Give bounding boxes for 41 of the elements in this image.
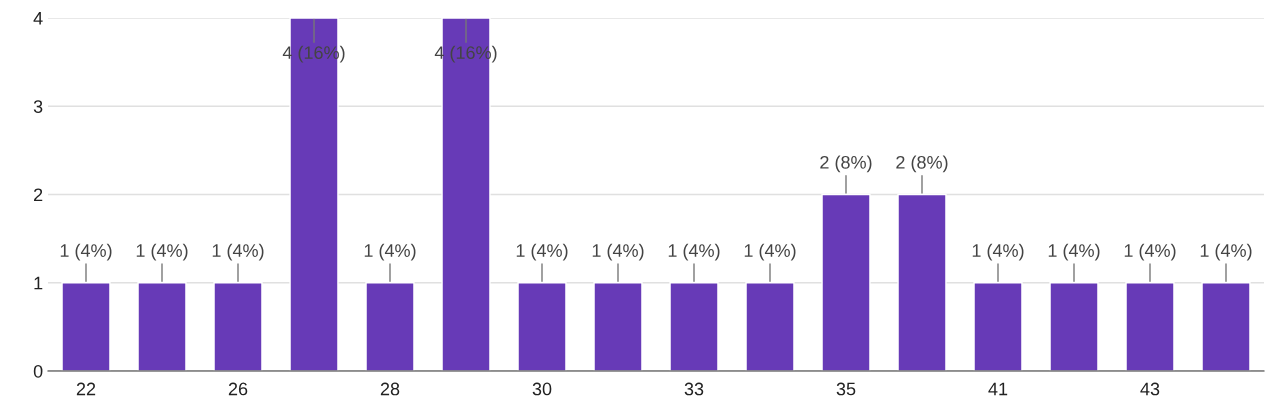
bar <box>137 282 187 371</box>
data-label: 1 (4%) <box>212 243 264 261</box>
data-label: 1 (4%) <box>516 243 568 261</box>
y-tick-label: 4 <box>33 12 43 25</box>
y-tick-label: 1 <box>34 276 43 290</box>
x-tick-label: 35 <box>836 382 856 396</box>
x-tick-label: 26 <box>228 382 248 396</box>
bar <box>61 282 111 371</box>
y-tick-label: 0 <box>33 364 43 378</box>
y-tick-label: 2 <box>34 188 43 202</box>
bar <box>821 193 871 371</box>
bar <box>1201 282 1251 371</box>
data-label: 1 (4%) <box>1200 243 1252 261</box>
bar <box>1125 282 1175 371</box>
x-tick-label: 33 <box>684 382 704 396</box>
bar <box>213 282 263 371</box>
bar <box>1049 282 1099 371</box>
data-label: 1 (4%) <box>668 243 720 261</box>
data-label: 2 (8%) <box>820 155 872 173</box>
x-tick-label: 30 <box>532 382 552 396</box>
x-tick-label: 43 <box>1140 382 1160 396</box>
data-label: 1 (4%) <box>136 243 188 261</box>
bar <box>745 282 795 371</box>
x-tick-label: 28 <box>380 382 400 396</box>
data-label: 2 (8%) <box>896 155 948 173</box>
data-label: 1 (4%) <box>972 243 1024 261</box>
bar <box>365 282 415 371</box>
bar <box>669 282 719 371</box>
data-label: 1 (4%) <box>744 243 796 261</box>
bar <box>593 282 643 371</box>
data-label: 1 (4%) <box>592 243 644 261</box>
bar <box>973 282 1023 371</box>
bar <box>517 282 567 371</box>
data-label: 1 (4%) <box>1048 243 1100 261</box>
y-tick-label: 3 <box>33 100 43 113</box>
x-tick-label: 22 <box>76 382 96 396</box>
data-label: 1 (4%) <box>364 243 416 261</box>
data-label: 1 (4%) <box>60 243 112 261</box>
bar <box>897 193 947 371</box>
x-tick-label: 41 <box>988 382 1008 396</box>
data-label: 1 (4%) <box>1124 243 1176 261</box>
